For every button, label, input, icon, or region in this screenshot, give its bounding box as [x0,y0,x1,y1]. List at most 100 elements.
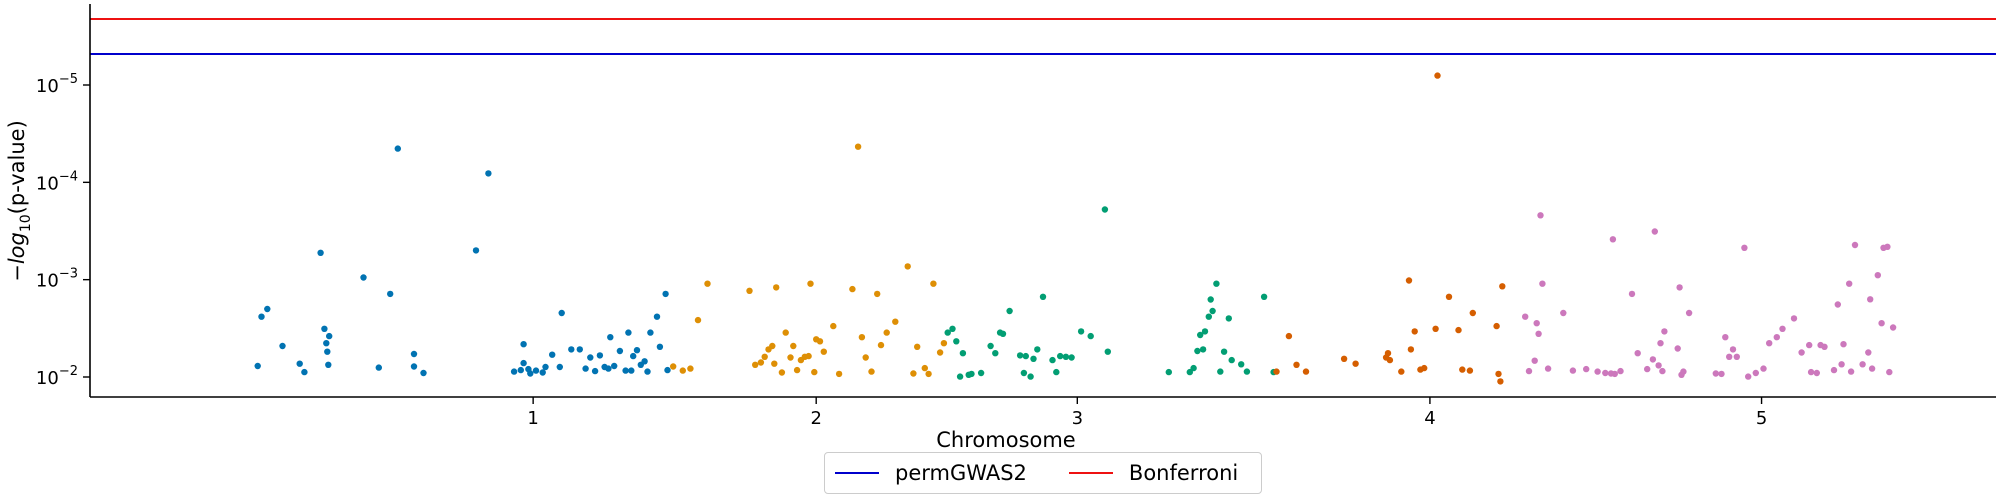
snp-point-chr2 [874,290,881,298]
snp-point-chr3 [1053,368,1060,376]
snp-point-chr5 [1531,357,1538,364]
snp-point-chr1 [662,290,669,298]
snp-point-chr3 [1034,346,1041,353]
snp-point-chr5 [1745,373,1752,380]
snp-point-chr3 [1225,315,1233,322]
snp-point-chr5 [1834,301,1842,308]
snp-point-chr3 [977,369,985,377]
snp-point-chr2 [854,143,862,150]
snp-point-chr5 [1851,241,1859,249]
snp-point-chr5 [1535,330,1542,337]
snp-point-chr1 [587,354,594,361]
snp-point-chr4 [1469,309,1477,317]
data-points [254,72,1897,385]
snp-point-chr2 [771,360,778,367]
snp-point-chr5 [1760,365,1767,372]
legend-label-bonferroni: Bonferroni [1128,461,1239,485]
legend-item-permgwas2: permGWAS2 [835,461,1027,485]
snp-point-chr4 [1302,368,1310,375]
snp-point-chr1 [532,367,540,374]
snp-point-chr1 [556,363,563,371]
snp-point-chr5 [1813,369,1821,377]
x-tick-label: 1 [527,408,538,429]
snp-point-chr1 [596,352,604,359]
snp-point-chr1 [323,340,330,347]
snp-point-chr5 [1539,280,1546,287]
snp-point-chr3 [1165,368,1173,376]
snp-point-chr1 [605,365,612,372]
y-tick-label: 10−2 [36,364,78,389]
snp-point-chr5 [1634,350,1641,357]
snp-point-chr2 [757,359,765,366]
snp-point-chr2 [687,365,694,372]
legend-item-bonferroni: Bonferroni [1068,461,1239,485]
legend-line-bonferroni [1068,472,1113,474]
snp-point-chr5 [1617,367,1624,375]
x-tick-label: 3 [1072,408,1083,429]
snp-point-chr1 [279,342,286,350]
snp-point-chr1 [296,360,303,367]
snp-point-chr3 [987,342,994,350]
snp-point-chr1 [325,361,332,368]
snp-point-chr3 [1077,328,1085,335]
snp-point-chr1 [317,249,324,256]
snp-point-chr3 [1039,293,1047,300]
snp-point-chr5 [1733,353,1741,360]
snp-point-chr4 [1421,364,1428,372]
snp-point-chr2 [892,318,899,325]
snp-point-chr4 [1495,370,1502,378]
snp-point-chr1 [360,274,367,281]
snp-point-chr5 [1525,367,1533,375]
snp-point-chr5 [1676,284,1683,291]
snp-point-chr1 [591,367,599,375]
snp-point-chr1 [625,329,632,336]
snp-point-chr2 [940,340,948,347]
snp-point-chr5 [1569,367,1577,374]
snp-point-chr1 [641,358,648,365]
snp-point-chr5 [1729,346,1737,353]
snp-point-chr5 [1659,367,1666,375]
x-axis-label: Chromosome [936,428,1075,452]
snp-point-chr4 [1499,283,1506,290]
snp-point-chr3 [1087,332,1094,340]
y-axis-ticks: 10−5 10−4 10−3 10−2 [36,72,90,389]
snp-point-chr1 [321,325,328,332]
snp-point-chr4 [1455,326,1462,334]
snp-point-chr5 [1806,341,1813,349]
snp-point-chr4 [1459,366,1466,373]
snp-point-chr5 [1655,362,1662,369]
snp-point-chr4 [1445,293,1453,300]
snp-point-chr3 [1199,346,1207,353]
snp-point-chr1 [611,362,618,370]
snp-point-chr5 [1649,356,1657,363]
snp-point-chr1 [616,347,624,355]
snp-point-chr5 [1560,309,1567,317]
snp-point-chr4 [1466,367,1474,374]
snp-point-chr3 [1062,353,1070,360]
snp-point-chr1 [539,369,546,376]
snp-point-chr5 [1840,341,1847,348]
snp-point-chr5 [1611,370,1619,378]
snp-point-chr1 [644,368,651,375]
snp-point-chr5 [1773,334,1781,341]
snp-point-chr3 [1006,307,1013,315]
snp-point-chr3 [1207,296,1214,303]
snp-point-chr2 [793,366,801,374]
snp-point-chr3 [999,330,1007,337]
snp-point-chr5 [1537,212,1544,219]
snp-point-chr1 [520,341,527,348]
snp-point-chr3 [1104,348,1112,355]
snp-point-chr5 [1830,366,1838,374]
threshold-lines [90,18,1996,55]
snp-point-chr1 [630,352,637,360]
snp-point-chr5 [1874,272,1882,279]
snp-point-chr2 [773,284,780,291]
snp-point-chr5 [1886,368,1893,376]
x-tick-label: 2 [810,408,821,429]
snp-point-chr2 [930,280,937,287]
snp-point-chr5 [1752,369,1760,377]
snp-point-chr1 [254,362,261,370]
snp-point-chr5 [1889,324,1897,331]
snp-point-chr4 [1273,368,1280,375]
snp-point-chr1 [527,370,534,377]
